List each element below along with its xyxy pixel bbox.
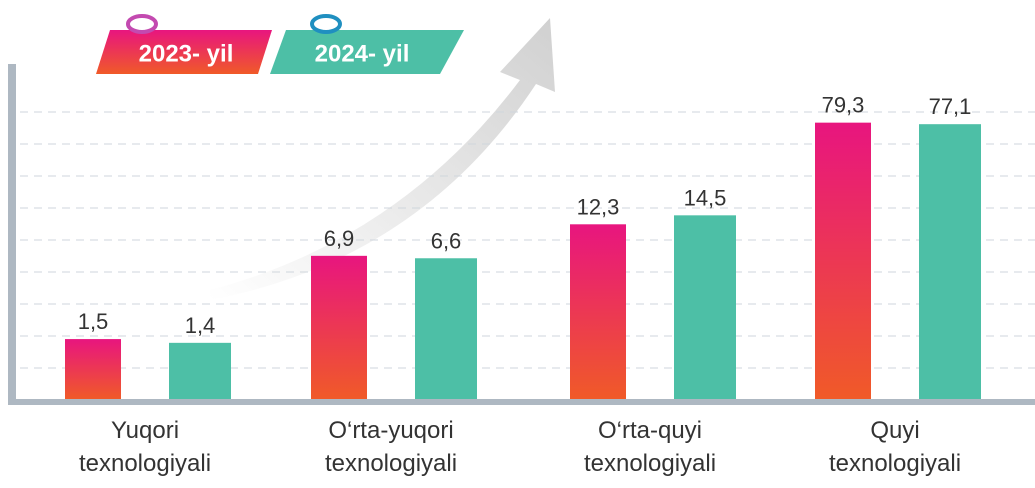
value-label: 12,3 (577, 194, 620, 219)
bar (311, 256, 367, 399)
bar (674, 215, 736, 399)
left-axis (8, 64, 16, 404)
legend-label: 2024- yil (315, 40, 410, 67)
value-label: 1,4 (185, 313, 216, 338)
x-tick-label: Quyi texnologiyali (795, 414, 995, 480)
bar (919, 124, 981, 399)
bar (570, 224, 626, 399)
value-label: 14,5 (684, 185, 727, 210)
legend-ring (128, 16, 156, 32)
page: 2023- yil 2024- yil 1,5 6,9 12,3 79,3 1,4 6,6… (0, 0, 1035, 488)
bar (815, 123, 871, 399)
value-label: 77,1 (929, 94, 972, 119)
bar (65, 339, 121, 399)
value-label: 6,6 (431, 228, 462, 253)
bar (415, 258, 477, 399)
bar (169, 343, 231, 399)
x-tick-label: Yuqori texnologiyali (45, 414, 245, 480)
value-label: 1,5 (78, 309, 109, 334)
x-tick-label: O‘rta-yuqori texnologiyali (291, 414, 491, 480)
x-axis (8, 399, 1035, 405)
legend-label: 2023- yil (139, 40, 234, 67)
value-label: 6,9 (324, 226, 355, 251)
legend-ring (312, 16, 340, 32)
value-label: 79,3 (822, 93, 865, 118)
x-tick-label: O‘rta-quyi texnologiyali (550, 414, 750, 480)
decor-grid (20, 112, 1035, 368)
